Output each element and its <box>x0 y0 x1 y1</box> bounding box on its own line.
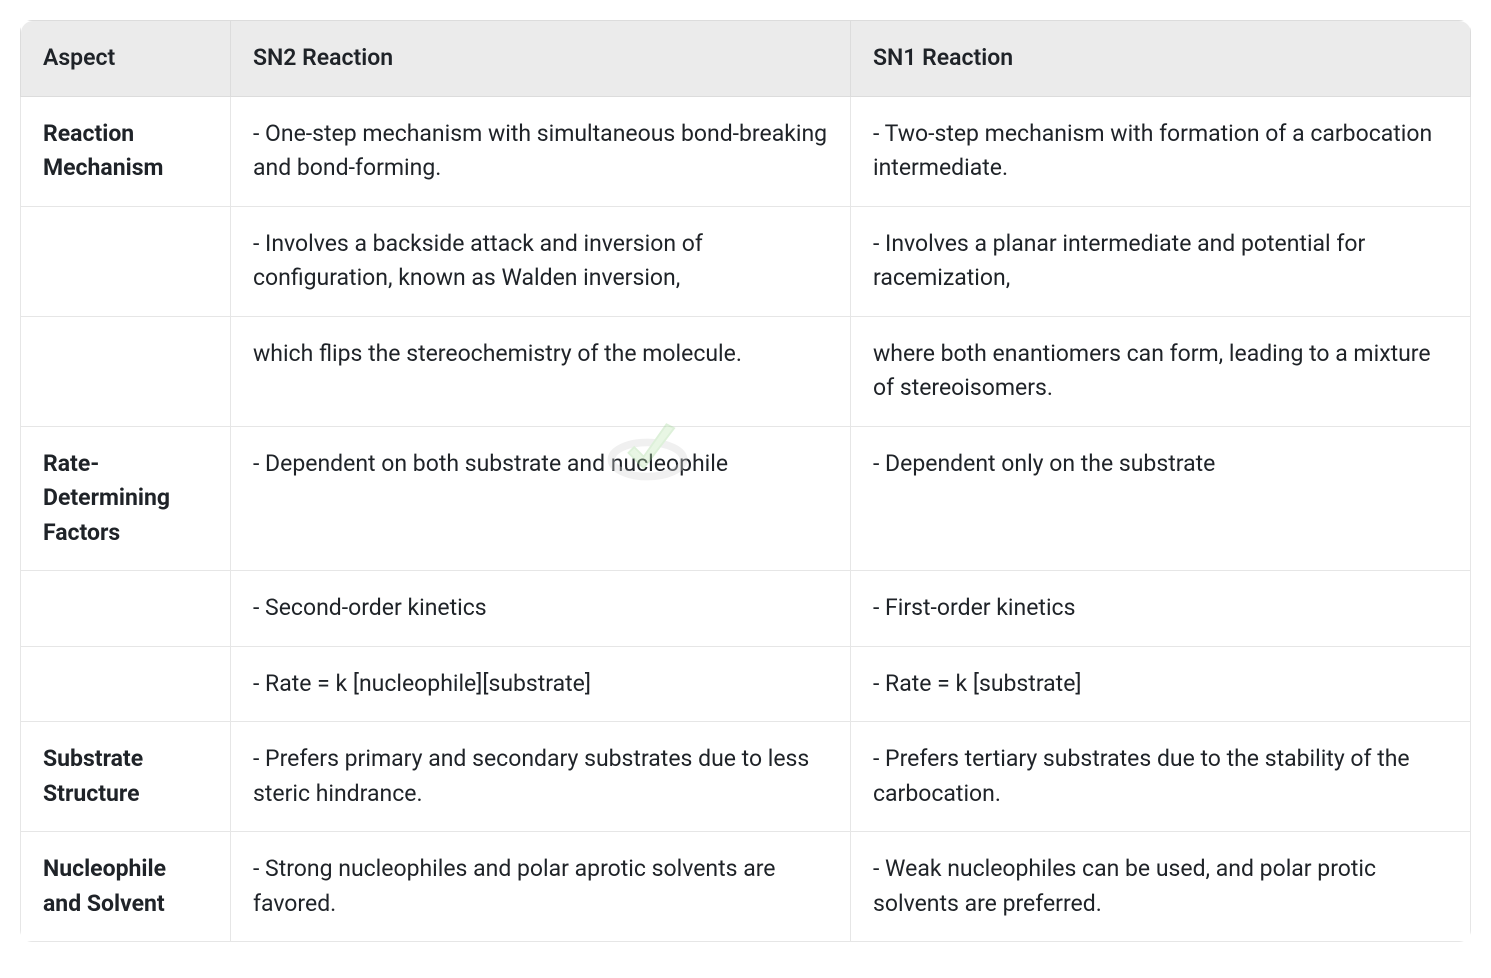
comparison-table: Aspect SN2 Reaction SN1 Reaction Reactio… <box>20 20 1471 942</box>
table-row: Nucleophile and Solvent - Strong nucleop… <box>21 832 1471 942</box>
cell-sn2: - Second-order kinetics <box>231 571 851 647</box>
comparison-table-wrap: Aspect SN2 Reaction SN1 Reaction Reactio… <box>20 20 1471 942</box>
cell-aspect <box>21 571 231 647</box>
cell-aspect: Substrate Structure <box>21 722 231 832</box>
cell-sn2: - Strong nucleophiles and polar aprotic … <box>231 832 851 942</box>
cell-sn1: - First-order kinetics <box>851 571 1471 647</box>
cell-aspect <box>21 316 231 426</box>
cell-aspect <box>21 206 231 316</box>
cell-sn2: - Involves a backside attack and inversi… <box>231 206 851 316</box>
cell-sn1: - Dependent only on the substrate <box>851 426 1471 571</box>
cell-sn2: which flips the stereochemistry of the m… <box>231 316 851 426</box>
table-header-row: Aspect SN2 Reaction SN1 Reaction <box>21 21 1471 97</box>
cell-sn2: - Dependent on both substrate and nucleo… <box>231 426 851 571</box>
table-row: - Second-order kinetics - First-order ki… <box>21 571 1471 647</box>
table-row: - Involves a backside attack and inversi… <box>21 206 1471 316</box>
table-row: which flips the stereochemistry of the m… <box>21 316 1471 426</box>
cell-sn1: where both enantiomers can form, leading… <box>851 316 1471 426</box>
cell-sn1: - Two-step mechanism with formation of a… <box>851 96 1471 206</box>
col-header-sn2: SN2 Reaction <box>231 21 851 97</box>
cell-sn1: - Involves a planar intermediate and pot… <box>851 206 1471 316</box>
table-row: Reaction Mechanism - One-step mechanism … <box>21 96 1471 206</box>
table-row: Substrate Structure - Prefers primary an… <box>21 722 1471 832</box>
col-header-sn1: SN1 Reaction <box>851 21 1471 97</box>
cell-sn2: - One-step mechanism with simultaneous b… <box>231 96 851 206</box>
cell-aspect: Reaction Mechanism <box>21 96 231 206</box>
cell-aspect <box>21 646 231 722</box>
cell-aspect: Nucleophile and Solvent <box>21 832 231 942</box>
cell-sn1: - Weak nucleophiles can be used, and pol… <box>851 832 1471 942</box>
col-header-aspect: Aspect <box>21 21 231 97</box>
cell-sn1: - Prefers tertiary substrates due to the… <box>851 722 1471 832</box>
cell-sn2: - Prefers primary and secondary substrat… <box>231 722 851 832</box>
table-row: Rate-Determining Factors - Dependent on … <box>21 426 1471 571</box>
cell-sn1: - Rate = k [substrate] <box>851 646 1471 722</box>
cell-aspect: Rate-Determining Factors <box>21 426 231 571</box>
table-row: - Rate = k [nucleophile][substrate] - Ra… <box>21 646 1471 722</box>
cell-sn2: - Rate = k [nucleophile][substrate] <box>231 646 851 722</box>
